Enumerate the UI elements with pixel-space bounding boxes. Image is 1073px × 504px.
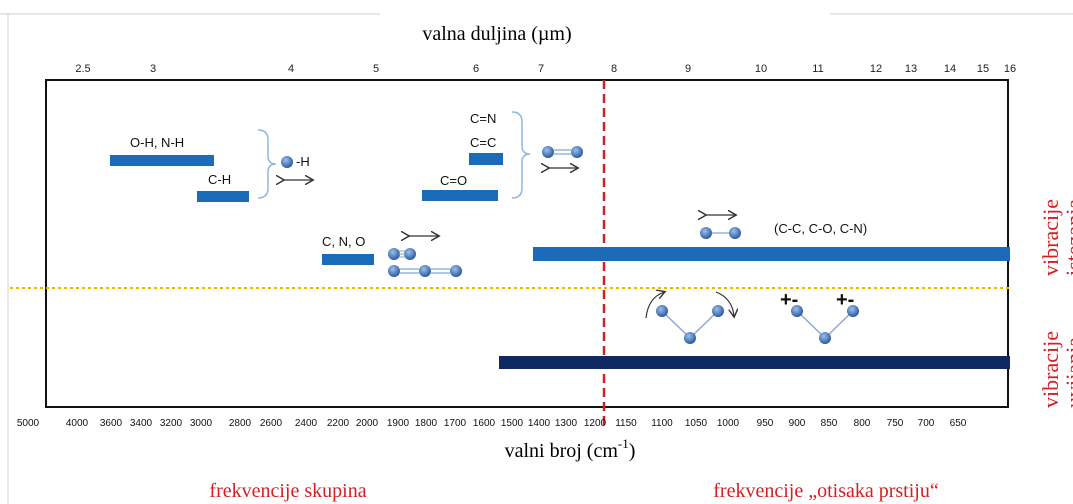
- stretch-label-line1: vibracije: [1038, 199, 1063, 276]
- top-tick: 16: [1004, 63, 1016, 75]
- bend-label-line1: vibracije: [1038, 331, 1063, 408]
- label-oh-nh: O-H, N-H: [130, 135, 184, 150]
- band-fingerprint-stretch: [533, 247, 1010, 261]
- svg-text:4000: 4000: [66, 418, 89, 429]
- svg-text:3600: 3600: [100, 418, 123, 429]
- top-tick: 6: [473, 63, 479, 75]
- label-fingerprint-bonds: (C-C, C-O, C-N): [774, 221, 867, 236]
- svg-text:850: 850: [821, 418, 838, 429]
- double-bond-molecule-icon: [542, 146, 583, 158]
- svg-text:1200: 1200: [584, 418, 607, 429]
- top-tick: 4: [288, 63, 294, 75]
- stretch-label-line2: istezanja: [1061, 199, 1073, 276]
- label-cn: C=N: [470, 111, 496, 126]
- single-bond-molecule-icon: [700, 227, 741, 239]
- svg-text:700: 700: [918, 418, 935, 429]
- top-tick: 12: [870, 63, 882, 75]
- label-ch: C-H: [208, 172, 231, 187]
- svg-text:800: 800: [854, 418, 871, 429]
- top-tick: 14: [944, 63, 956, 75]
- svg-text:950: 950: [757, 418, 774, 429]
- fingerprint-frequencies-label: frekvencije „otisaka prstiju“: [713, 480, 939, 502]
- charge-right: +-: [836, 289, 854, 311]
- top-tick: 2.5: [75, 63, 90, 75]
- plot-frame: [45, 79, 1009, 408]
- bend-label-line2: uvijanja: [1061, 337, 1073, 408]
- top-tick: 9: [685, 63, 691, 75]
- svg-text:3000: 3000: [190, 418, 213, 429]
- cumulated-molecule-icon: [388, 265, 462, 277]
- band-co: [422, 190, 498, 201]
- top-axis-ticks: 2.5 3 4 5 6 7 8 9 10 11 12 13 14 15 16: [75, 63, 1016, 75]
- top-tick: 10: [755, 63, 767, 75]
- svg-text:1900: 1900: [387, 418, 410, 429]
- top-tick: 3: [150, 63, 156, 75]
- twisting-molecule-icon: [791, 305, 859, 344]
- bottom-axis-ticks: 5000 4000 3600 3400 3200 3000 2800 2600 …: [17, 418, 967, 429]
- band-cno: [322, 254, 374, 265]
- svg-text:2600: 2600: [260, 418, 283, 429]
- charge-left: +-: [780, 289, 798, 311]
- top-tick: 7: [538, 63, 544, 75]
- svg-text:1600: 1600: [473, 418, 496, 429]
- svg-text:2200: 2200: [327, 418, 350, 429]
- label-x-h: -H: [296, 154, 310, 169]
- group-frequencies-label: frekvencije skupina: [209, 480, 366, 502]
- svg-text:3400: 3400: [130, 418, 153, 429]
- band-ch: [197, 191, 249, 202]
- svg-text:5000: 5000: [17, 418, 40, 429]
- label-cno: C, N, O: [322, 234, 365, 249]
- label-co: C=O: [440, 173, 467, 188]
- svg-text:1150: 1150: [615, 418, 637, 429]
- svg-text:1100: 1100: [651, 418, 673, 429]
- top-tick: 11: [812, 63, 823, 75]
- svg-text:900: 900: [789, 418, 806, 429]
- svg-text:650: 650: [950, 418, 967, 429]
- top-tick: 15: [977, 63, 989, 75]
- svg-text:1050: 1050: [685, 418, 708, 429]
- svg-text:2800: 2800: [229, 418, 252, 429]
- band-fingerprint-bend: [499, 356, 1010, 369]
- atom-icon: [281, 156, 293, 168]
- svg-text:750: 750: [887, 418, 904, 429]
- svg-text:2400: 2400: [295, 418, 318, 429]
- svg-text:1400: 1400: [528, 418, 551, 429]
- bracket-double-bonds: [511, 111, 531, 199]
- svg-text:1000: 1000: [717, 418, 740, 429]
- triple-bond-molecule-icon: [388, 248, 416, 260]
- bracket-xh: [257, 129, 277, 199]
- bottom-axis-title: valni broj (cm-1): [505, 436, 636, 462]
- top-tick: 5: [373, 63, 379, 75]
- rocking-molecule-icon: [645, 292, 734, 344]
- band-cn-cc: [469, 153, 503, 165]
- top-tick: 13: [905, 63, 917, 75]
- svg-text:1500: 1500: [501, 418, 524, 429]
- svg-text:3200: 3200: [160, 418, 183, 429]
- svg-text:2000: 2000: [356, 418, 379, 429]
- top-axis-title: valna duljina (µm): [422, 23, 571, 45]
- top-tick: 8: [611, 63, 617, 75]
- svg-text:1700: 1700: [444, 418, 467, 429]
- band-oh-nh: [110, 155, 214, 166]
- label-cc: C=C: [470, 135, 496, 150]
- svg-text:1300: 1300: [555, 418, 578, 429]
- svg-text:1800: 1800: [415, 418, 438, 429]
